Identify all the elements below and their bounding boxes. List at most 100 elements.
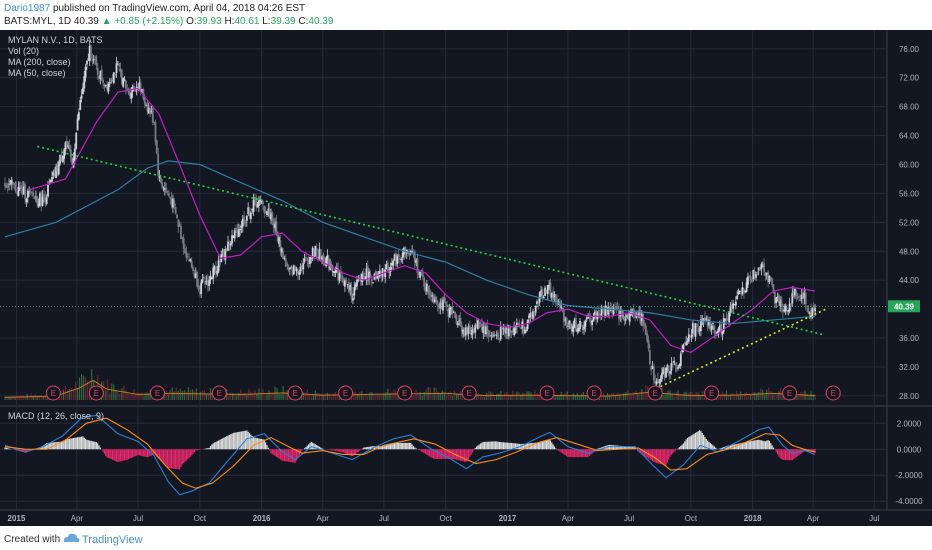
candle-body (786, 307, 788, 309)
candle-body (481, 323, 483, 331)
time-tick-label: Jul (133, 514, 143, 523)
candle-body (439, 302, 442, 309)
candle-body (327, 257, 330, 268)
candle-body (321, 256, 323, 260)
tradingview-brand[interactable]: TradingView (82, 534, 143, 546)
candle-body (116, 61, 119, 63)
candle-body (675, 367, 678, 369)
candle-body (337, 268, 340, 281)
candle-body (186, 256, 189, 257)
macd-pane (4, 414, 816, 496)
candle-body (811, 307, 814, 318)
candle-body (415, 260, 418, 263)
candle-body (627, 312, 630, 320)
candle-body (28, 191, 31, 193)
candle-body (550, 292, 553, 298)
candle-body (326, 255, 329, 260)
candle-body (407, 252, 409, 254)
candle-body (482, 326, 485, 333)
candle-body (756, 272, 759, 274)
candle-body (763, 263, 765, 272)
author-link[interactable]: Dario1987 (4, 3, 51, 14)
candle-body (571, 329, 573, 331)
candle-body (420, 270, 423, 272)
candle-body (769, 277, 772, 280)
candle-body (294, 265, 297, 270)
candle-body (589, 317, 592, 324)
candle-body (69, 149, 72, 158)
volume-histogram (4, 369, 816, 400)
candle-body (534, 305, 537, 313)
candle-body (357, 279, 360, 281)
candle-body (288, 267, 291, 269)
candle-body (18, 188, 21, 189)
candle-body (458, 320, 460, 322)
close-value: 40.39 (308, 16, 334, 27)
candle-body (180, 226, 182, 239)
candle-body (728, 312, 731, 323)
candle-body (540, 290, 542, 293)
candle-body (360, 279, 362, 281)
candle-body (781, 308, 784, 312)
candle-body (483, 325, 486, 334)
candle-body (169, 197, 172, 199)
candle-body (190, 261, 193, 267)
candle-body (597, 310, 600, 316)
candle-body (619, 310, 622, 317)
candle-body (519, 327, 522, 330)
candle-body (161, 182, 164, 188)
candle-body (607, 306, 610, 315)
candle-body (448, 307, 451, 318)
candle-body (79, 100, 82, 110)
candle-body (419, 271, 422, 278)
candle-body (362, 272, 365, 279)
price-tick-label: 28.00 (899, 392, 920, 401)
candle-body (24, 183, 27, 200)
candle-body (197, 285, 200, 290)
candle-body (812, 305, 815, 309)
candle-body (389, 267, 392, 273)
earnings-marker (539, 385, 555, 401)
candle-body (615, 306, 618, 309)
chart-legend: MYLAN N.V., 1D, BATS Vol (20) MA (200, c… (8, 35, 104, 421)
earnings-marker-label: E (155, 389, 160, 398)
close-label: C: (298, 16, 309, 27)
candle-body (657, 378, 659, 383)
candle-body (442, 299, 444, 311)
candle-body (5, 184, 8, 188)
candle-body (687, 334, 690, 342)
candle-body (227, 241, 229, 251)
candle-body (350, 286, 353, 300)
candle-body (474, 325, 477, 333)
candle-body (761, 265, 764, 267)
candle-body (421, 272, 424, 278)
candle-body (36, 196, 39, 204)
price-tick-label: 72.00 (899, 74, 920, 83)
candle-body (49, 180, 52, 182)
candle-body (459, 317, 462, 327)
stock-chart[interactable]: E E E E E E E E E E E E E E 76.00 72.00 68.00 64.00 60.00… (0, 30, 932, 526)
candle-body (599, 313, 602, 317)
candle-body (663, 368, 666, 378)
candle-body (717, 328, 720, 335)
price-tick-label: 68.00 (899, 103, 920, 112)
candle-body (64, 142, 67, 150)
time-tick-label: 2015 (8, 514, 26, 523)
candle-body (202, 276, 205, 279)
candle-body (259, 199, 262, 201)
candle-body (334, 268, 337, 273)
candle-body (209, 275, 212, 280)
candle-body (679, 353, 682, 367)
candle-body (718, 325, 721, 330)
time-tick-label: Apr (807, 514, 820, 523)
candle-body (572, 325, 575, 332)
candle-body (331, 270, 334, 272)
candle-body (139, 83, 142, 93)
candle-body (123, 79, 126, 81)
candle-body (585, 317, 588, 320)
candle-body (509, 326, 512, 334)
candle-body (724, 319, 727, 321)
candle-body (562, 309, 565, 322)
earnings-marker-label: E (709, 389, 714, 398)
candle-body (283, 258, 286, 259)
